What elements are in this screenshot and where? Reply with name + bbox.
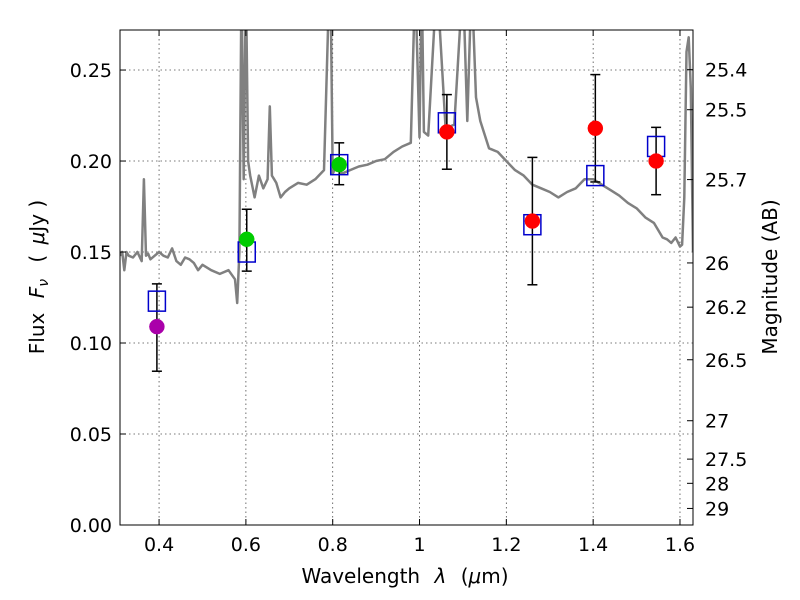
x-tick-label: 1.6 xyxy=(665,534,695,556)
observed-point xyxy=(524,213,541,229)
x-tick-label: 0.6 xyxy=(231,534,261,556)
observed-point xyxy=(648,153,664,169)
model-square-marker xyxy=(147,290,167,312)
y-tick-labels: 0.00 0.05 0.10 0.15 0.20 0.25 xyxy=(70,60,112,537)
magnitude-axis-label: Magnitude (AB) xyxy=(758,199,782,354)
x-tick-label: 0.4 xyxy=(144,534,174,556)
magnitude-tick-labels: 25.4 25.5 25.7 26 26.2 26.5 27 27.528 29 xyxy=(705,60,747,521)
x-tick-label: 0.8 xyxy=(318,534,348,556)
observed-point xyxy=(239,231,255,248)
y-tick-label: 0.20 xyxy=(70,151,112,173)
observed-photometry-layer xyxy=(149,120,664,335)
x-axis-label: Wavelength λ (μm) xyxy=(301,564,508,588)
magnitude-tick-label: 28 xyxy=(705,473,729,495)
plot-frame xyxy=(119,29,694,526)
magnitude-tick-label: 26.5 xyxy=(705,350,747,372)
observed-point xyxy=(149,318,165,335)
magnitude-tick-label: 27 xyxy=(705,411,729,433)
observed-point xyxy=(587,120,604,137)
model-square-marker xyxy=(586,164,605,187)
x-tick-labels: 0.4 0.6 0.8 1 1.2 1.4 1.6 xyxy=(144,534,695,556)
x-tick-label: 1.4 xyxy=(578,534,608,556)
observed-point xyxy=(331,156,347,173)
model-square-marker xyxy=(329,153,349,176)
y-axis-label: Flux Fν ( μJy ) xyxy=(25,200,53,354)
y-tick-label: 0.00 xyxy=(70,515,112,537)
y-tick-label: 0.25 xyxy=(70,60,112,82)
x-tick-label: 1 xyxy=(413,534,425,556)
y-tick-label: 0.10 xyxy=(70,333,112,355)
magnitude-tick-label: 25.7 xyxy=(705,170,747,192)
magnitude-tick-label: 26.2 xyxy=(705,297,747,319)
magnitude-tick-label: 25.4 xyxy=(705,60,747,82)
magnitude-tick-label: 29 xyxy=(705,498,729,520)
magnitude-tick-label: 26 xyxy=(705,253,729,275)
magnitude-tick-label: 25.5 xyxy=(705,100,747,122)
observed-point xyxy=(439,124,455,140)
y-tick-label: 0.05 xyxy=(70,424,112,446)
magnitude-tick-label: 27.5 xyxy=(705,449,747,471)
x-tick-label: 1.2 xyxy=(491,534,521,556)
axis-ticks xyxy=(120,30,693,526)
y-tick-label: 0.15 xyxy=(70,242,112,264)
